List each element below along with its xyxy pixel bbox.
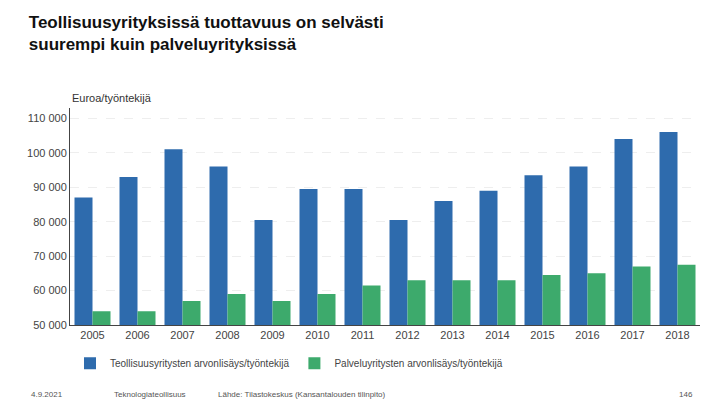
svg-text:2009: 2009 <box>260 329 284 341</box>
svg-text:110 000: 110 000 <box>28 112 67 124</box>
svg-text:2005: 2005 <box>80 329 104 341</box>
svg-text:60 000: 60 000 <box>33 284 67 296</box>
svg-text:4.9.2021: 4.9.2021 <box>31 390 63 399</box>
svg-text:100 000: 100 000 <box>27 147 67 159</box>
svg-text:Euroa/työntekijä: Euroa/työntekijä <box>72 92 152 104</box>
svg-text:2018: 2018 <box>665 329 689 341</box>
svg-text:Lähde: Tilastokeskus (Kansanta: Lähde: Tilastokeskus (Kansantalouden til… <box>218 390 386 399</box>
svg-text:2008: 2008 <box>215 329 239 341</box>
svg-text:2011: 2011 <box>351 329 375 341</box>
svg-text:2017: 2017 <box>620 329 644 341</box>
svg-text:2015: 2015 <box>530 329 554 341</box>
svg-text:146: 146 <box>679 390 693 399</box>
svg-text:2006: 2006 <box>125 329 149 341</box>
svg-text:50 000: 50 000 <box>33 319 67 331</box>
svg-text:2014: 2014 <box>485 329 509 341</box>
svg-text:Palveluyritysten arvonlisäys/t: Palveluyritysten arvonlisäys/työntekijä <box>334 358 502 369</box>
svg-text:2016: 2016 <box>575 329 599 341</box>
svg-text:2007: 2007 <box>170 329 194 341</box>
svg-text:2010: 2010 <box>305 329 329 341</box>
svg-text:2013: 2013 <box>440 329 464 341</box>
svg-text:Teknologiateollisuus: Teknologiateollisuus <box>114 390 186 399</box>
svg-text:Teollisuusyritysten arvonlisäy: Teollisuusyritysten arvonlisäys/työnteki… <box>110 358 289 369</box>
svg-text:Teollisuusyrityksissä tuottavu: Teollisuusyrityksissä tuottavuus on selv… <box>29 13 384 54</box>
svg-text:70 000: 70 000 <box>33 250 67 262</box>
svg-text:90 000: 90 000 <box>33 181 67 193</box>
svg-text:80 000: 80 000 <box>33 216 67 228</box>
svg-text:2012: 2012 <box>395 329 419 341</box>
